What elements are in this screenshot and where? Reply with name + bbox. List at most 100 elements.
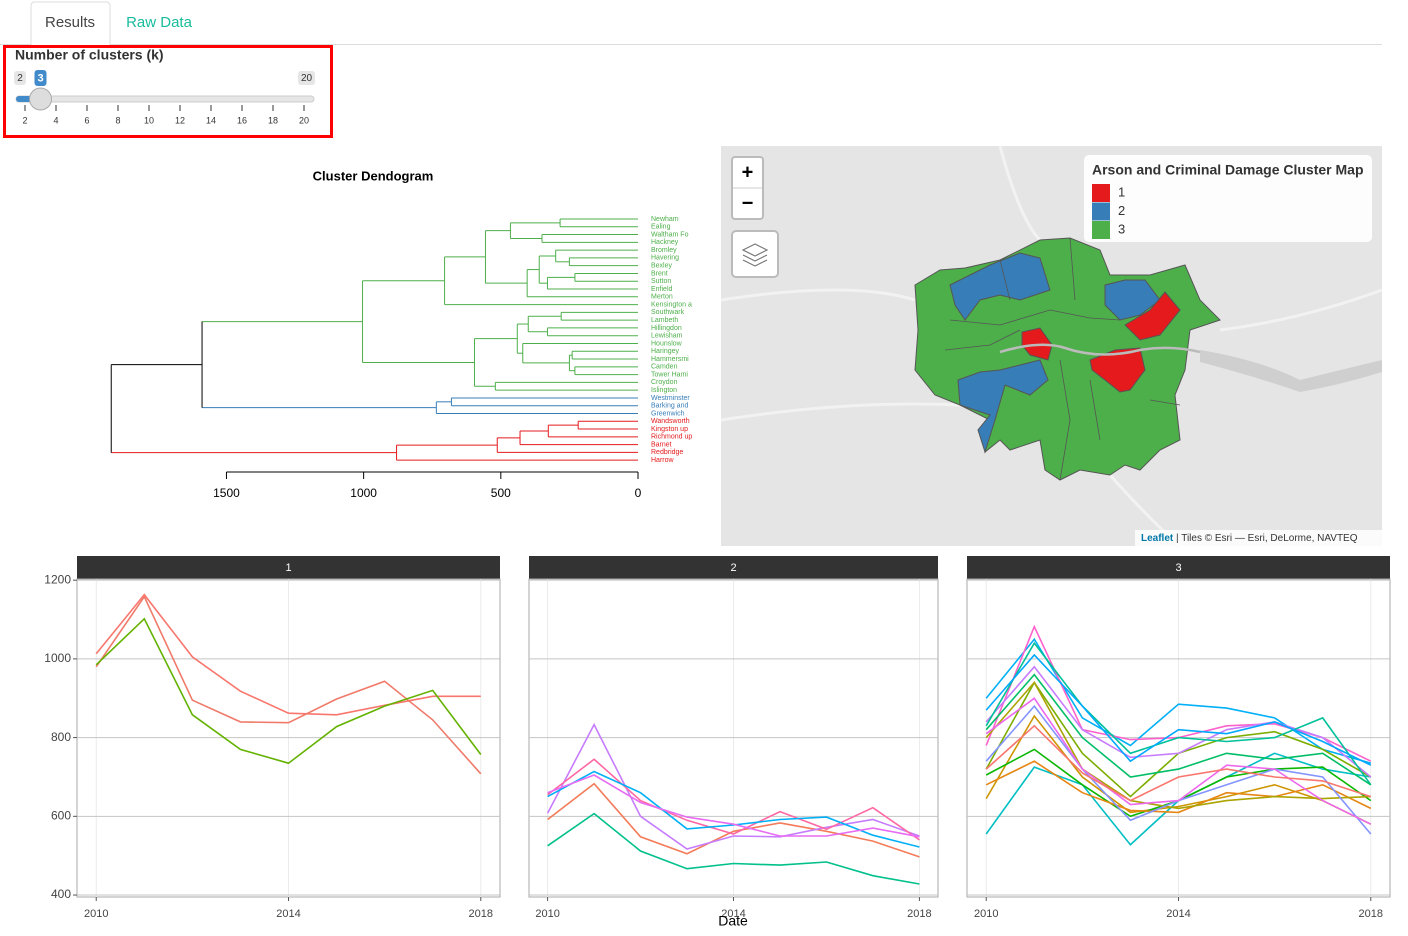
x-tick-label: 2014 [721, 908, 745, 920]
slider-tick-label: 12 [175, 115, 185, 125]
x-tick-label: 2014 [276, 908, 300, 920]
slider-max-badge [298, 71, 315, 85]
series-line [547, 758, 920, 841]
tab-label[interactable]: Raw Data [126, 14, 193, 31]
attribution-text: | Tiles © Esri — Esri, DeLorme, NAVTEQ [1176, 533, 1358, 544]
x-tick-label: 2018 [469, 908, 493, 920]
x-tick-label: 2010 [84, 908, 108, 920]
leaf-label: Hackney [651, 239, 679, 246]
leaf-label: Kensington a [651, 301, 692, 308]
leaf-label: Havering [651, 255, 679, 262]
leaf-label: Hammersmi [651, 356, 689, 363]
leaf-label: Sutton [651, 278, 671, 285]
facet-title: 1 [285, 562, 291, 574]
leaf-label: Barking and [651, 403, 688, 410]
leaf-label: Ealing [651, 224, 671, 231]
slider-tick-label: 18 [268, 115, 278, 125]
leaf-label: Bromley [651, 247, 677, 254]
leaf-label: Hounslow [651, 340, 683, 347]
map[interactable]: + − Arson and Criminal Damage Cluster Ma… [720, 145, 1383, 548]
series-line [546, 722, 920, 850]
slider-tick-label: 20 [299, 115, 309, 125]
river [999, 343, 1201, 356]
map-legend [1084, 155, 1372, 242]
series-line [985, 653, 1372, 766]
x-tick-label: 0 [635, 486, 642, 500]
legend-swatch [1092, 221, 1110, 239]
slider-value: 3 [37, 72, 43, 84]
borough-area[interactable] [1089, 347, 1146, 393]
series-line [985, 641, 1372, 786]
slider-tick-label: 6 [84, 115, 89, 125]
slider-tick-label: 10 [144, 115, 154, 125]
borough-area[interactable] [1124, 291, 1181, 341]
facet-strip [77, 556, 500, 579]
leaf-label: Brent [651, 270, 668, 277]
slider-max: 20 [301, 73, 313, 84]
legend-label: 2 [1118, 203, 1125, 218]
slider-min-badge [14, 71, 26, 85]
legend-swatch [1092, 202, 1110, 221]
layers-icon [741, 243, 769, 267]
slider-label: Number of clusters (k) [15, 47, 164, 63]
series-line [547, 774, 920, 838]
borough-area[interactable] [949, 252, 1051, 321]
leaf-label: Enfield [651, 286, 673, 293]
series-line [95, 617, 482, 765]
leaf-label: Westminster [651, 395, 690, 402]
y-tick-label: 600 [51, 808, 71, 822]
leaf-label: Hillingdon [651, 325, 682, 332]
series-line [985, 681, 1371, 810]
attribution: Leaflet | Tiles © Esri — Esri, DeLorme, … [1141, 533, 1358, 544]
leaf-label: Newham [651, 216, 679, 223]
leaf-label: Tower Hami [651, 371, 688, 378]
leaf-label: Kingston up [651, 426, 688, 433]
slider-track [15, 95, 315, 103]
slider-handle[interactable] [29, 87, 52, 111]
slider-tick-label: 14 [206, 115, 216, 125]
slider-min: 2 [17, 73, 23, 84]
roads [720, 145, 1383, 548]
series-line [547, 782, 920, 858]
leaf-label: Bexley [651, 263, 673, 270]
highlight-box [3, 45, 333, 138]
leaf-label: Redbridge [651, 449, 683, 456]
facet-title: 3 [1175, 562, 1181, 574]
x-tick-label: 2010 [535, 908, 559, 920]
y-tick-label: 1200 [44, 572, 71, 586]
y-tick-label: 400 [51, 887, 71, 901]
y-tick-label: 800 [51, 730, 71, 744]
leaf-label: Islington [651, 387, 677, 394]
facet-title: 2 [730, 562, 736, 574]
series-line [547, 812, 920, 885]
leaf-label: Lambeth [651, 317, 678, 324]
leaf-label: Lewisham [651, 333, 683, 340]
faceted-line-chart: 1 2010 2014 2018 400 600 800 1000 1200 2 2010 2014 2… [44, 556, 1391, 920]
leaf-label: Wandsworth [651, 418, 690, 425]
leaf-label: Merton [651, 294, 673, 301]
leaf-label: Richmond up [651, 434, 692, 441]
zoom-in[interactable]: + [742, 161, 754, 183]
x-tick-label: 2018 [1359, 908, 1383, 920]
leaf-label: Camden [651, 364, 678, 371]
slider-value-badge [34, 70, 47, 86]
borough-area[interactable] [1104, 279, 1161, 321]
legend-label: 1 [1118, 184, 1125, 199]
series-line [985, 760, 1372, 814]
zoom-out[interactable]: − [742, 192, 754, 214]
x-tick-label: 2018 [907, 908, 931, 920]
slider[interactable]: 2 4 6 8 10 12 14 16 18 20 2 20 3 [14, 70, 315, 125]
x-tick-label: 2010 [974, 908, 998, 920]
facet-strip [967, 556, 1390, 579]
tab-label[interactable]: Results [45, 14, 95, 31]
slider-tick-label: 2 [22, 115, 27, 125]
slider-tick-label: 16 [237, 115, 247, 125]
leaf-label: Greenwich [651, 410, 685, 417]
active-tab[interactable] [30, 1, 111, 45]
series-line [95, 595, 482, 775]
x-tick-label: 500 [491, 486, 511, 500]
attribution-link[interactable]: Leaflet [1141, 533, 1174, 544]
borough-area[interactable] [957, 359, 1049, 454]
